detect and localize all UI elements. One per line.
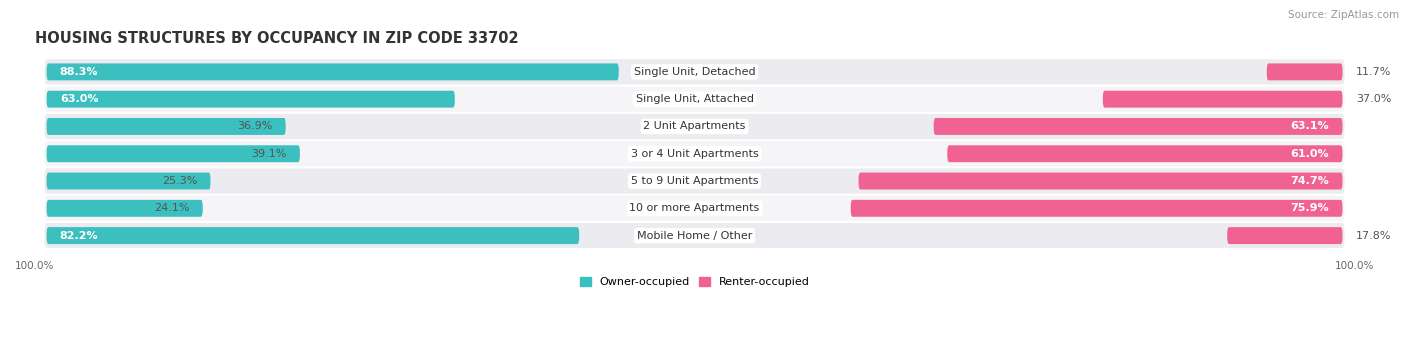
Text: HOUSING STRUCTURES BY OCCUPANCY IN ZIP CODE 33702: HOUSING STRUCTURES BY OCCUPANCY IN ZIP C… <box>35 31 519 46</box>
FancyBboxPatch shape <box>46 173 211 190</box>
Text: 11.7%: 11.7% <box>1355 67 1391 77</box>
Text: 37.0%: 37.0% <box>1355 94 1391 104</box>
FancyBboxPatch shape <box>45 223 1344 248</box>
Text: 25.3%: 25.3% <box>162 176 197 186</box>
Text: Single Unit, Detached: Single Unit, Detached <box>634 67 755 77</box>
Text: 10 or more Apartments: 10 or more Apartments <box>630 203 759 213</box>
FancyBboxPatch shape <box>46 145 299 162</box>
Text: 24.1%: 24.1% <box>155 203 190 213</box>
FancyBboxPatch shape <box>46 118 285 135</box>
Text: 74.7%: 74.7% <box>1291 176 1329 186</box>
FancyBboxPatch shape <box>46 200 202 217</box>
FancyBboxPatch shape <box>45 196 1344 221</box>
FancyBboxPatch shape <box>1102 91 1343 108</box>
FancyBboxPatch shape <box>45 87 1344 112</box>
FancyBboxPatch shape <box>1227 227 1343 244</box>
FancyBboxPatch shape <box>45 168 1344 194</box>
Text: 39.1%: 39.1% <box>252 149 287 159</box>
FancyBboxPatch shape <box>934 118 1343 135</box>
Text: Mobile Home / Other: Mobile Home / Other <box>637 231 752 241</box>
Text: Source: ZipAtlas.com: Source: ZipAtlas.com <box>1288 10 1399 20</box>
Text: 17.8%: 17.8% <box>1355 231 1391 241</box>
Legend: Owner-occupied, Renter-occupied: Owner-occupied, Renter-occupied <box>575 272 814 292</box>
Text: 36.9%: 36.9% <box>238 121 273 131</box>
FancyBboxPatch shape <box>45 59 1344 85</box>
FancyBboxPatch shape <box>45 114 1344 139</box>
Text: 5 to 9 Unit Apartments: 5 to 9 Unit Apartments <box>631 176 758 186</box>
FancyBboxPatch shape <box>46 91 454 108</box>
FancyBboxPatch shape <box>859 173 1343 190</box>
Text: 88.3%: 88.3% <box>60 67 98 77</box>
FancyBboxPatch shape <box>46 63 619 80</box>
FancyBboxPatch shape <box>1267 63 1343 80</box>
FancyBboxPatch shape <box>851 200 1343 217</box>
Text: 63.1%: 63.1% <box>1291 121 1329 131</box>
Text: 2 Unit Apartments: 2 Unit Apartments <box>644 121 745 131</box>
FancyBboxPatch shape <box>45 141 1344 166</box>
Text: 75.9%: 75.9% <box>1291 203 1329 213</box>
FancyBboxPatch shape <box>46 227 579 244</box>
Text: 3 or 4 Unit Apartments: 3 or 4 Unit Apartments <box>631 149 758 159</box>
FancyBboxPatch shape <box>948 145 1343 162</box>
Text: Single Unit, Attached: Single Unit, Attached <box>636 94 754 104</box>
Text: 61.0%: 61.0% <box>1291 149 1329 159</box>
Text: 63.0%: 63.0% <box>60 94 98 104</box>
Text: 82.2%: 82.2% <box>60 231 98 241</box>
